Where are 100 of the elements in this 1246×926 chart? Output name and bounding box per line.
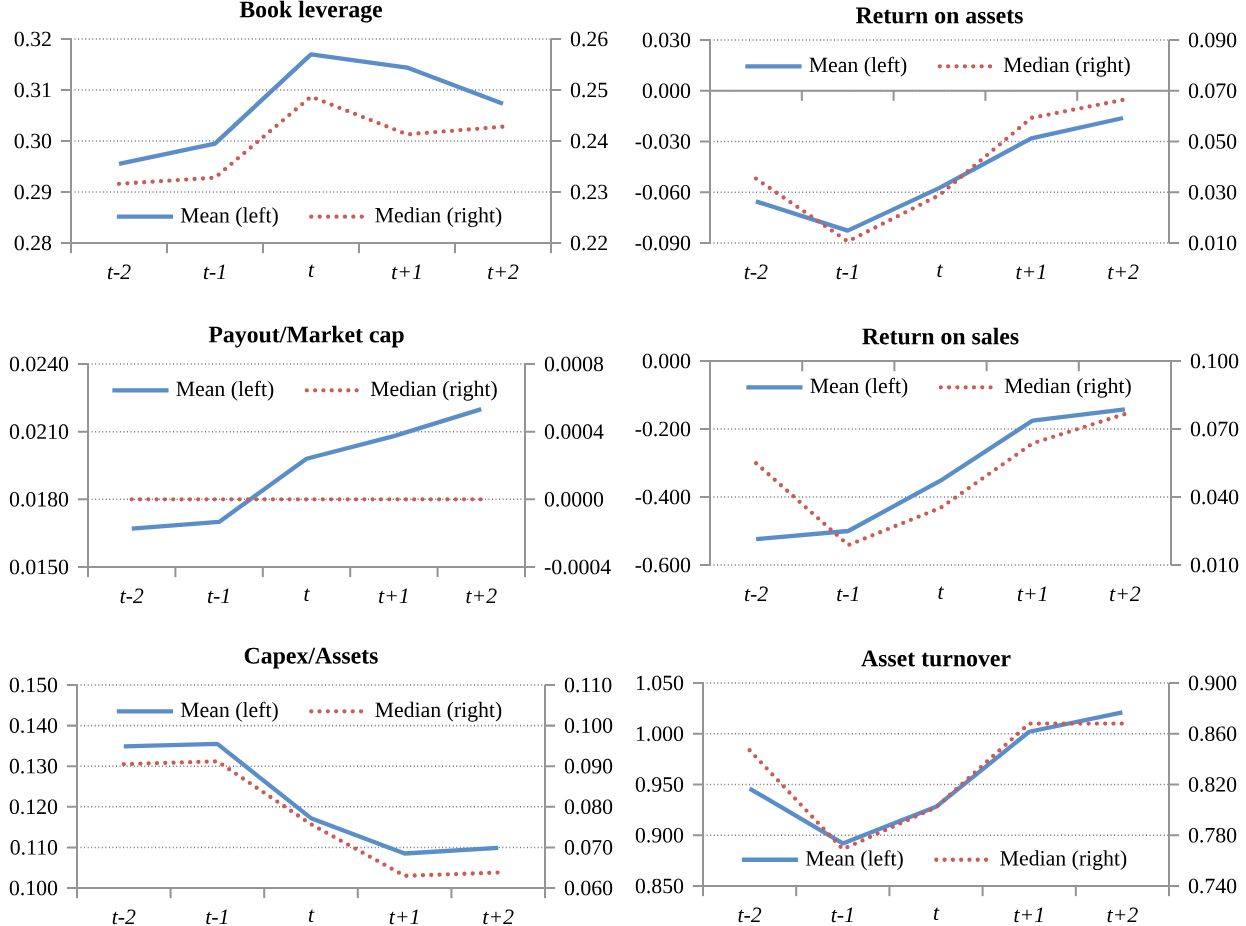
y-tick-label: 0.000 <box>642 353 691 369</box>
y2-tick-label: 0.090 <box>1188 32 1237 48</box>
legend-label: Mean (left) <box>180 701 278 722</box>
y-tick-label: 0.030 <box>642 32 691 48</box>
x-tick-label: t+2 <box>1107 907 1138 923</box>
y-tick-label: 0.140 <box>9 718 58 734</box>
y-tick-label: 0.150 <box>9 677 58 693</box>
legend-label: Median (right) <box>1003 56 1130 77</box>
x-tick-label: t+2 <box>1108 264 1139 280</box>
legend-label: Mean (left) <box>809 56 907 77</box>
line-series <box>753 97 1126 244</box>
y-tick-label: 0.0150 <box>9 559 69 575</box>
line-series <box>129 406 484 531</box>
y-tick-label: 0.0240 <box>9 356 69 372</box>
x-tick-label: t+2 <box>466 588 497 604</box>
chart-title: Book leverage <box>239 0 383 23</box>
x-tick-label: t+1 <box>1017 586 1047 602</box>
y-tick-label: 0.130 <box>9 758 58 774</box>
y-tick-label: -0.600 <box>635 557 691 573</box>
x-tick-label: t+1 <box>1014 907 1043 923</box>
x-tick-label: t+2 <box>488 264 519 280</box>
x-tick-label: t-2 <box>738 907 762 923</box>
y2-tick-label: -0.0004 <box>544 559 611 575</box>
y-tick-label: 0.32 <box>14 31 51 47</box>
x-tick-label: t-2 <box>112 909 136 925</box>
legend-label: Mean (left) <box>810 377 908 398</box>
x-tick-label: t-1 <box>836 264 858 280</box>
y2-tick-label: 0.070 <box>1190 421 1239 437</box>
y-tick-label: 1.050 <box>636 675 684 691</box>
x-tick-label: t <box>304 588 310 602</box>
chart-title: Asset turnover <box>861 650 1011 667</box>
y-tick-label: 0.28 <box>14 235 52 251</box>
y2-tick-label: 0.0008 <box>544 356 604 372</box>
x-tick-label: t <box>938 586 944 600</box>
legend-label: Mean (left) <box>176 380 274 401</box>
chart-title: Capex/Assets <box>244 647 378 669</box>
y2-tick-label: 0.900 <box>1188 675 1237 691</box>
x-tick-label: t-1 <box>203 264 225 280</box>
legend-label: Median (right) <box>370 380 497 401</box>
y2-tick-label: 0.23 <box>570 184 608 200</box>
x-tick-label: t+1 <box>1016 264 1045 280</box>
line-series <box>753 115 1126 233</box>
y2-tick-label: 0.070 <box>1188 83 1237 99</box>
y2-tick-label: 0.24 <box>570 133 608 149</box>
y2-tick-label: 0.22 <box>570 235 607 251</box>
y2-tick-label: 0.010 <box>1190 557 1239 573</box>
y2-tick-label: 0.100 <box>1190 353 1239 369</box>
legend-label: Median (right) <box>375 207 502 228</box>
y-tick-label: 0.950 <box>635 777 684 792</box>
y2-tick-label: 0.030 <box>1188 184 1237 200</box>
legend-label: Mean (left) <box>805 850 903 871</box>
y2-tick-label: 0.860 <box>1188 726 1237 742</box>
y-tick-label: 0.100 <box>9 880 58 896</box>
x-tick-label: t <box>937 264 943 278</box>
y-tick-label: -0.400 <box>635 489 691 505</box>
y2-tick-label: 0.050 <box>1188 134 1237 149</box>
x-tick-label: t-2 <box>107 264 131 280</box>
legend-label: Mean (left) <box>180 207 278 228</box>
x-tick-label: t-1 <box>207 588 229 604</box>
line-series <box>116 94 506 186</box>
y-tick-label: -0.030 <box>635 134 691 149</box>
y-tick-label: 0.31 <box>14 82 51 98</box>
y-tick-label: 0.850 <box>635 878 684 894</box>
y-tick-label: 0.0180 <box>9 491 69 507</box>
y2-tick-label: 0.070 <box>564 840 613 855</box>
y-tick-label: 1.000 <box>636 726 684 742</box>
x-tick-label: t-2 <box>744 264 768 280</box>
y2-tick-label: 0.110 <box>564 677 612 693</box>
y-tick-label: -0.200 <box>635 421 691 437</box>
x-tick-label: t <box>933 907 940 921</box>
y2-tick-label: 0.0000 <box>544 491 604 507</box>
x-tick-label: t+2 <box>1110 586 1141 602</box>
y2-tick-label: 0.080 <box>564 799 613 815</box>
y2-tick-label: 0.040 <box>1190 489 1239 505</box>
y2-tick-label: 0.26 <box>570 31 608 47</box>
y2-tick-label: 0.740 <box>1188 878 1237 894</box>
y2-tick-label: 0.100 <box>564 718 613 734</box>
chart-title: Payout/Market cap <box>208 325 404 348</box>
legend-label: Median (right) <box>375 701 502 722</box>
y2-tick-label: 0.0004 <box>544 424 604 440</box>
y-tick-label: 0.110 <box>10 840 58 855</box>
y2-tick-label: 0.25 <box>570 82 608 98</box>
x-tick-label: t+1 <box>379 588 408 604</box>
x-tick-label: t <box>308 909 315 923</box>
y2-tick-label: 0.780 <box>1188 827 1237 843</box>
y-tick-label: 0.000 <box>642 83 691 99</box>
y-tick-label: 0.900 <box>635 827 684 843</box>
y-tick-label: 0.29 <box>14 184 52 200</box>
y-tick-label: -0.090 <box>635 235 691 251</box>
y-tick-label: 0.30 <box>14 133 52 149</box>
legend-label: Median (right) <box>1000 850 1127 871</box>
x-tick-label: t-1 <box>831 907 853 923</box>
y-tick-label: 0.0210 <box>9 424 69 440</box>
y2-tick-label: 0.010 <box>1188 235 1237 251</box>
x-tick-label: t+1 <box>392 264 421 280</box>
y-tick-label: 0.120 <box>9 799 58 815</box>
y2-tick-label: 0.820 <box>1188 777 1237 792</box>
x-tick-label: t+2 <box>483 909 514 925</box>
line-series <box>121 741 501 856</box>
y-tick-label: -0.060 <box>635 184 691 200</box>
